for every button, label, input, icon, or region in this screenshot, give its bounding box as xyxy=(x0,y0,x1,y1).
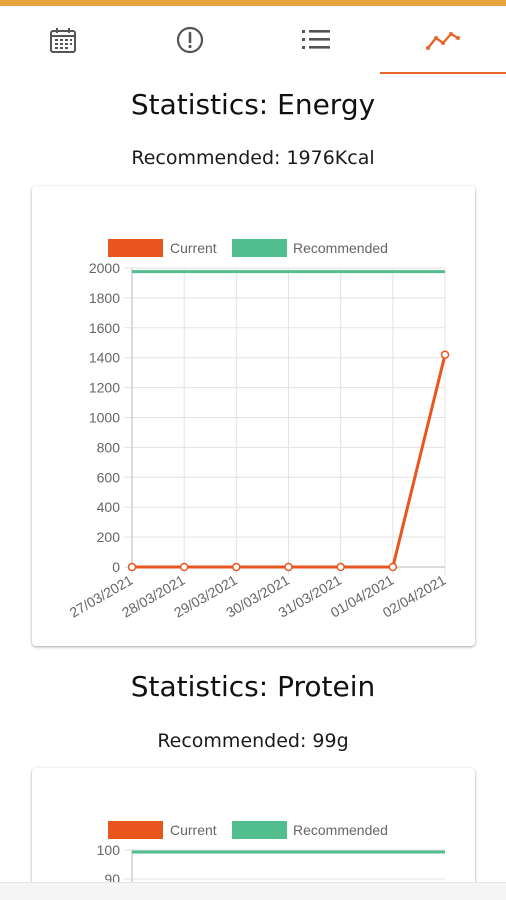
recommended-energy: Recommended: 1976Kcal xyxy=(131,147,375,169)
y-tick-label: 1000 xyxy=(89,410,120,426)
chart-card-energy: Current Recommended 0 200 400 600 800 1000 1200 1… xyxy=(32,186,475,646)
energy-chart: Current Recommended 0 200 400 600 800 1000 1200 1… xyxy=(67,239,450,621)
tab-calendar[interactable] xyxy=(0,6,127,74)
tab-bar xyxy=(0,6,506,74)
y-tick-label: 1600 xyxy=(89,320,120,336)
legend-label-current: Current xyxy=(170,240,217,256)
list-icon xyxy=(302,30,331,49)
y-tick-label: 0 xyxy=(112,559,120,575)
section-title-protein: Statistics: Protein xyxy=(130,670,376,703)
calendar-icon xyxy=(50,28,77,53)
legend-label-recommended: Recommended xyxy=(293,822,388,838)
data-point-current xyxy=(336,562,345,572)
y-tick-label: 90 xyxy=(104,871,120,882)
tab-alerts[interactable] xyxy=(127,6,254,74)
data-point-current xyxy=(127,562,137,572)
legend-label-current: Current xyxy=(170,822,217,838)
data-point-current xyxy=(440,350,450,359)
legend-label-recommended: Recommended xyxy=(293,240,388,256)
y-tick-label: 1800 xyxy=(89,290,120,306)
protein-chart: Current Recommended 100 90 xyxy=(97,821,445,882)
data-point-current xyxy=(284,562,293,572)
statistics-content: Statistics: Energy Recommended: 1976Kcal… xyxy=(0,74,506,882)
bottom-bar xyxy=(0,882,506,900)
data-point-current xyxy=(388,562,398,572)
y-tick-label: 400 xyxy=(97,499,121,515)
legend-swatch-recommended xyxy=(232,821,287,839)
y-tick-label: 800 xyxy=(97,439,121,455)
trend-chart-icon xyxy=(425,32,460,50)
legend-swatch-current xyxy=(108,239,163,257)
y-tick-label: 200 xyxy=(97,529,121,545)
alert-circle-icon xyxy=(176,26,203,54)
y-tick-label: 100 xyxy=(97,842,121,858)
tab-statistics[interactable] xyxy=(379,6,506,74)
top-accent-bar xyxy=(0,0,506,6)
y-tick-label: 1200 xyxy=(89,380,120,396)
legend-swatch-recommended xyxy=(232,239,287,257)
y-tick-label: 600 xyxy=(97,469,121,485)
section-title-energy: Statistics: Energy xyxy=(130,88,376,121)
y-tick-label: 1400 xyxy=(89,350,120,366)
data-point-current xyxy=(232,562,241,572)
data-point-current xyxy=(179,562,189,572)
recommended-protein: Recommended: 99g xyxy=(157,730,349,752)
tab-list[interactable] xyxy=(253,6,380,74)
y-tick-label: 2000 xyxy=(89,260,120,276)
chart-card-protein: Current Recommended 100 90 xyxy=(32,768,475,882)
legend-swatch-current xyxy=(108,821,163,839)
